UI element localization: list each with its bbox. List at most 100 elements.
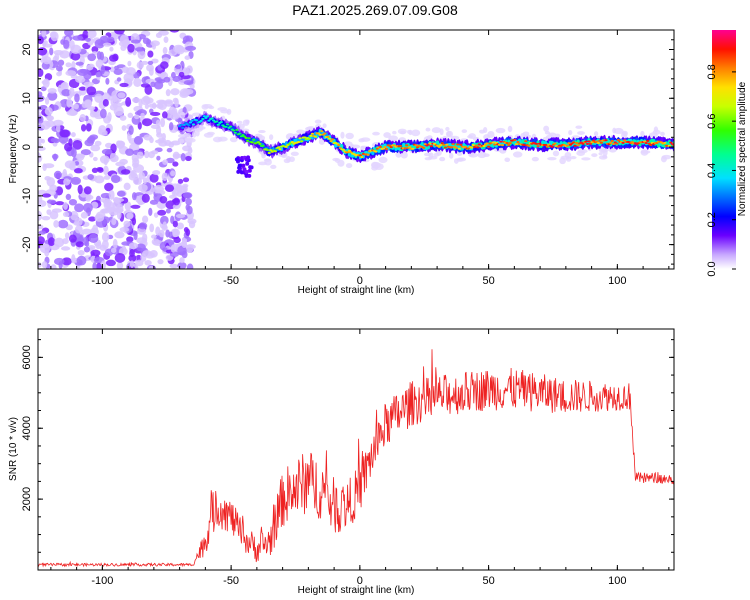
noise-blob [138,98,143,109]
noise-blob [148,103,158,108]
noise-blob [127,43,135,53]
noise-blob [165,157,175,164]
noise-blob [115,161,126,167]
noise-blob [431,127,442,134]
noise-blob [66,98,73,108]
ridge-core [378,145,383,148]
ridge-core [261,144,265,147]
noise-blob [477,151,487,159]
noise-blob [158,140,168,147]
ridge-core [366,153,370,156]
noise-blob [543,125,550,132]
ridge-core [195,119,199,122]
noise-blob [576,150,586,156]
noise-blob [147,50,154,58]
ridge-core [598,139,602,142]
noise-blob [507,125,513,133]
ridge-core [219,120,223,123]
noise-blob [55,65,63,72]
noise-blob [83,81,95,87]
ridge-core [445,143,449,146]
noise-blob [121,125,127,131]
colorbar: 0.0 0.2 0.4 0.6 0.8 Normalized spectral ampl… [706,30,748,277]
noise-blob [156,99,167,105]
colorbar-ticks: 0.0 0.2 0.4 0.6 0.8 [706,64,736,277]
noise-blob [55,201,65,206]
ridge-core [474,144,478,147]
noise-blob [201,104,209,110]
ridge-core [347,149,352,152]
ridge-core [244,136,248,139]
noise-blob [182,177,190,183]
noise-blob [236,120,243,124]
noise-blob [179,138,185,145]
noise-blob [119,82,129,88]
noise-blob [104,182,114,192]
noise-blob [170,170,176,177]
ridge-core [188,121,193,124]
noise-blob [38,236,45,245]
noise-blob [70,210,79,221]
ridge-core [278,148,282,151]
noise-blob [640,130,645,138]
noise-blob [152,170,161,176]
noise-blob [123,72,135,83]
colorbar-gradient [712,30,736,269]
noise-blob [181,239,187,248]
y-tick-label: -10 [21,188,33,204]
noise-blob [229,136,238,143]
noise-blob [425,127,431,132]
noise-blob [134,47,146,52]
snr-frame [37,328,675,571]
ridge-core [644,141,648,144]
noise-blob [358,138,365,143]
noise-blob [128,254,137,262]
ridge-core [205,115,210,118]
noise-blob [120,169,131,175]
noise-blob [41,215,51,221]
ridge-core [494,141,498,144]
ridge-core [487,145,491,148]
noise-blob [153,184,165,194]
ridge-core [204,116,208,119]
ridge-core [284,145,288,148]
noise-blob [64,142,73,152]
noise-blob [70,176,82,185]
noise-blob [83,71,92,80]
noise-blob [189,84,195,89]
ridge-core [454,146,458,149]
ridge-core [565,144,569,147]
ridge-core [449,146,454,149]
ridge-core [500,144,505,147]
noise-blob [151,58,159,64]
noise-blob [428,155,438,160]
noise-blob [83,186,92,195]
ridge-core [235,128,239,131]
noise-blob [101,239,109,250]
noise-blob [660,131,665,136]
noise-blob [88,216,97,222]
noise-blob [149,136,154,144]
noise-blob [544,130,550,135]
noise-blob [178,71,185,78]
noise-blob [141,118,153,127]
noise-blob [55,124,61,133]
noise-blob [169,30,180,33]
ridge-core [604,139,608,142]
noise-blob [156,79,166,84]
noise-blob [74,217,83,227]
noise-blob [111,217,117,226]
noise-blob [180,152,186,162]
ridge-core [182,123,186,126]
noise-blob [102,98,109,107]
noise-blob [185,204,190,211]
noise-blob [397,128,407,135]
colorbar-tick-label: 0.6 [706,114,718,129]
noise-blob [74,203,84,213]
x-tick-label: 100 [608,575,626,587]
ridge-core [207,119,211,122]
noise-blob [169,113,180,120]
noise-blob [84,99,93,108]
noise-blob [38,146,46,151]
